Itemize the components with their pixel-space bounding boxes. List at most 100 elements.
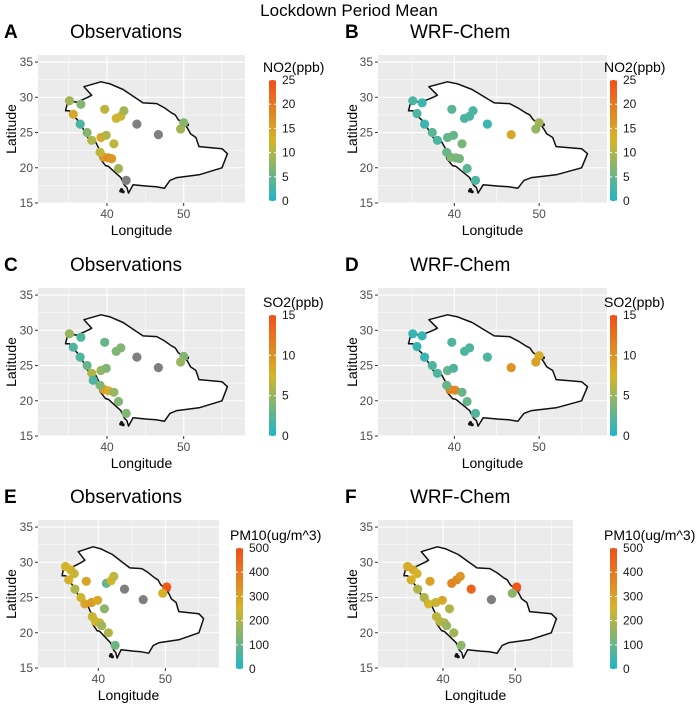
legend-tick-label: 25	[623, 73, 637, 87]
y-tick-label: 20	[20, 626, 34, 640]
data-point	[113, 396, 124, 407]
panel-title: WRF-Chem	[410, 487, 510, 508]
data-point	[101, 363, 111, 373]
y-tick-label: 25	[360, 359, 374, 373]
x-tick-label: 40	[448, 207, 462, 221]
x-tick-label: 40	[448, 440, 462, 454]
data-point	[412, 569, 422, 579]
panel-letter: C	[4, 255, 18, 276]
legend-tick-label: 0	[623, 194, 630, 208]
data-point	[99, 604, 109, 614]
data-point	[109, 387, 119, 397]
y-tick-label: 35	[20, 55, 34, 69]
y-tick-label: 15	[20, 196, 34, 210]
data-point	[110, 640, 120, 651]
data-point	[448, 130, 459, 140]
data-point	[132, 352, 142, 362]
data-point	[116, 343, 126, 353]
legend-tick-label: 200	[249, 614, 269, 628]
legend-tick-label: 15	[282, 121, 296, 135]
y-tick-label: 35	[360, 55, 374, 69]
x-tick-label: 50	[159, 672, 173, 686]
data-point	[419, 592, 429, 603]
data-point	[482, 352, 492, 362]
x-tick-label: 50	[177, 207, 191, 221]
data-point	[109, 571, 119, 582]
data-point	[82, 127, 92, 138]
legend-tick-label: 10	[623, 348, 637, 362]
legend-title: PM10(ug/m^3)	[230, 527, 321, 543]
x-axis-title: Longitude	[98, 687, 160, 703]
data-point	[507, 588, 517, 598]
data-point	[75, 119, 85, 129]
data-point	[87, 135, 97, 145]
legend-tick-label: 0	[282, 429, 289, 443]
colorbar-legend: PM10(ug/m^3) 0 100 200 300 400 500	[604, 527, 695, 676]
legend-tick-label: 15	[282, 308, 296, 322]
data-point	[449, 628, 459, 638]
data-point	[470, 408, 481, 418]
data-point	[468, 106, 478, 116]
data-point	[444, 604, 455, 614]
x-tick-label: 50	[177, 440, 191, 454]
data-point	[64, 575, 74, 585]
data-point	[412, 341, 422, 352]
panel-title: Observations	[70, 487, 182, 508]
legend-tick-label: 0	[249, 662, 256, 676]
data-point	[448, 363, 459, 373]
data-point	[506, 363, 516, 373]
legend-tick-label: 15	[623, 121, 637, 135]
legend-title: NO2(ppb)	[604, 59, 665, 75]
data-point	[113, 163, 124, 174]
legend-tick-label: 15	[623, 308, 637, 322]
legend-tick-label: 5	[282, 170, 289, 184]
y-axis-title: Latitude	[3, 337, 19, 387]
data-point	[531, 357, 541, 367]
y-tick-label: 35	[20, 288, 34, 302]
y-tick-label: 35	[20, 520, 34, 534]
data-point	[81, 576, 91, 586]
data-point	[455, 571, 465, 582]
data-point	[465, 343, 475, 353]
data-point	[68, 342, 78, 352]
x-axis-title: Longitude	[111, 222, 173, 238]
legend-tick-label: 5	[282, 389, 289, 403]
data-point	[466, 584, 476, 594]
data-point	[442, 380, 452, 390]
legend-tick-label: 300	[249, 589, 269, 603]
y-axis-title: Latitude	[3, 104, 19, 154]
x-axis-title: Longitude	[462, 455, 524, 471]
panel-title: WRF-Chem	[410, 22, 510, 43]
legend-tick-label: 0	[623, 662, 630, 676]
data-point	[437, 595, 447, 605]
data-point	[87, 368, 97, 378]
y-axis-title: Latitude	[344, 104, 360, 154]
legend-tick-label: 100	[249, 638, 269, 652]
x-tick-label: 40	[100, 207, 114, 221]
x-tick-label: 40	[100, 440, 114, 454]
panel-title: Observations	[70, 255, 182, 276]
data-point	[138, 595, 148, 605]
panel-letter: E	[4, 487, 17, 508]
y-tick-label: 15	[360, 661, 374, 675]
data-point	[82, 360, 92, 371]
y-tick-label: 30	[360, 323, 374, 337]
y-tick-label: 25	[360, 126, 374, 140]
x-axis-title: Longitude	[462, 222, 524, 238]
data-point	[425, 576, 435, 586]
colorbar	[236, 548, 243, 669]
island-marker	[468, 189, 472, 193]
data-point	[506, 130, 516, 140]
colorbar-legend: NO2(ppb) 0 5 10 15 20 25	[263, 59, 324, 208]
data-point	[103, 628, 113, 638]
legend-title: SO2(ppb)	[263, 294, 324, 310]
y-tick-label: 15	[360, 429, 374, 443]
y-axis-title: Latitude	[344, 337, 360, 387]
island-marker	[119, 189, 123, 193]
data-point	[76, 99, 86, 109]
legend-tick-label: 0	[623, 429, 630, 443]
island-marker	[119, 422, 123, 426]
